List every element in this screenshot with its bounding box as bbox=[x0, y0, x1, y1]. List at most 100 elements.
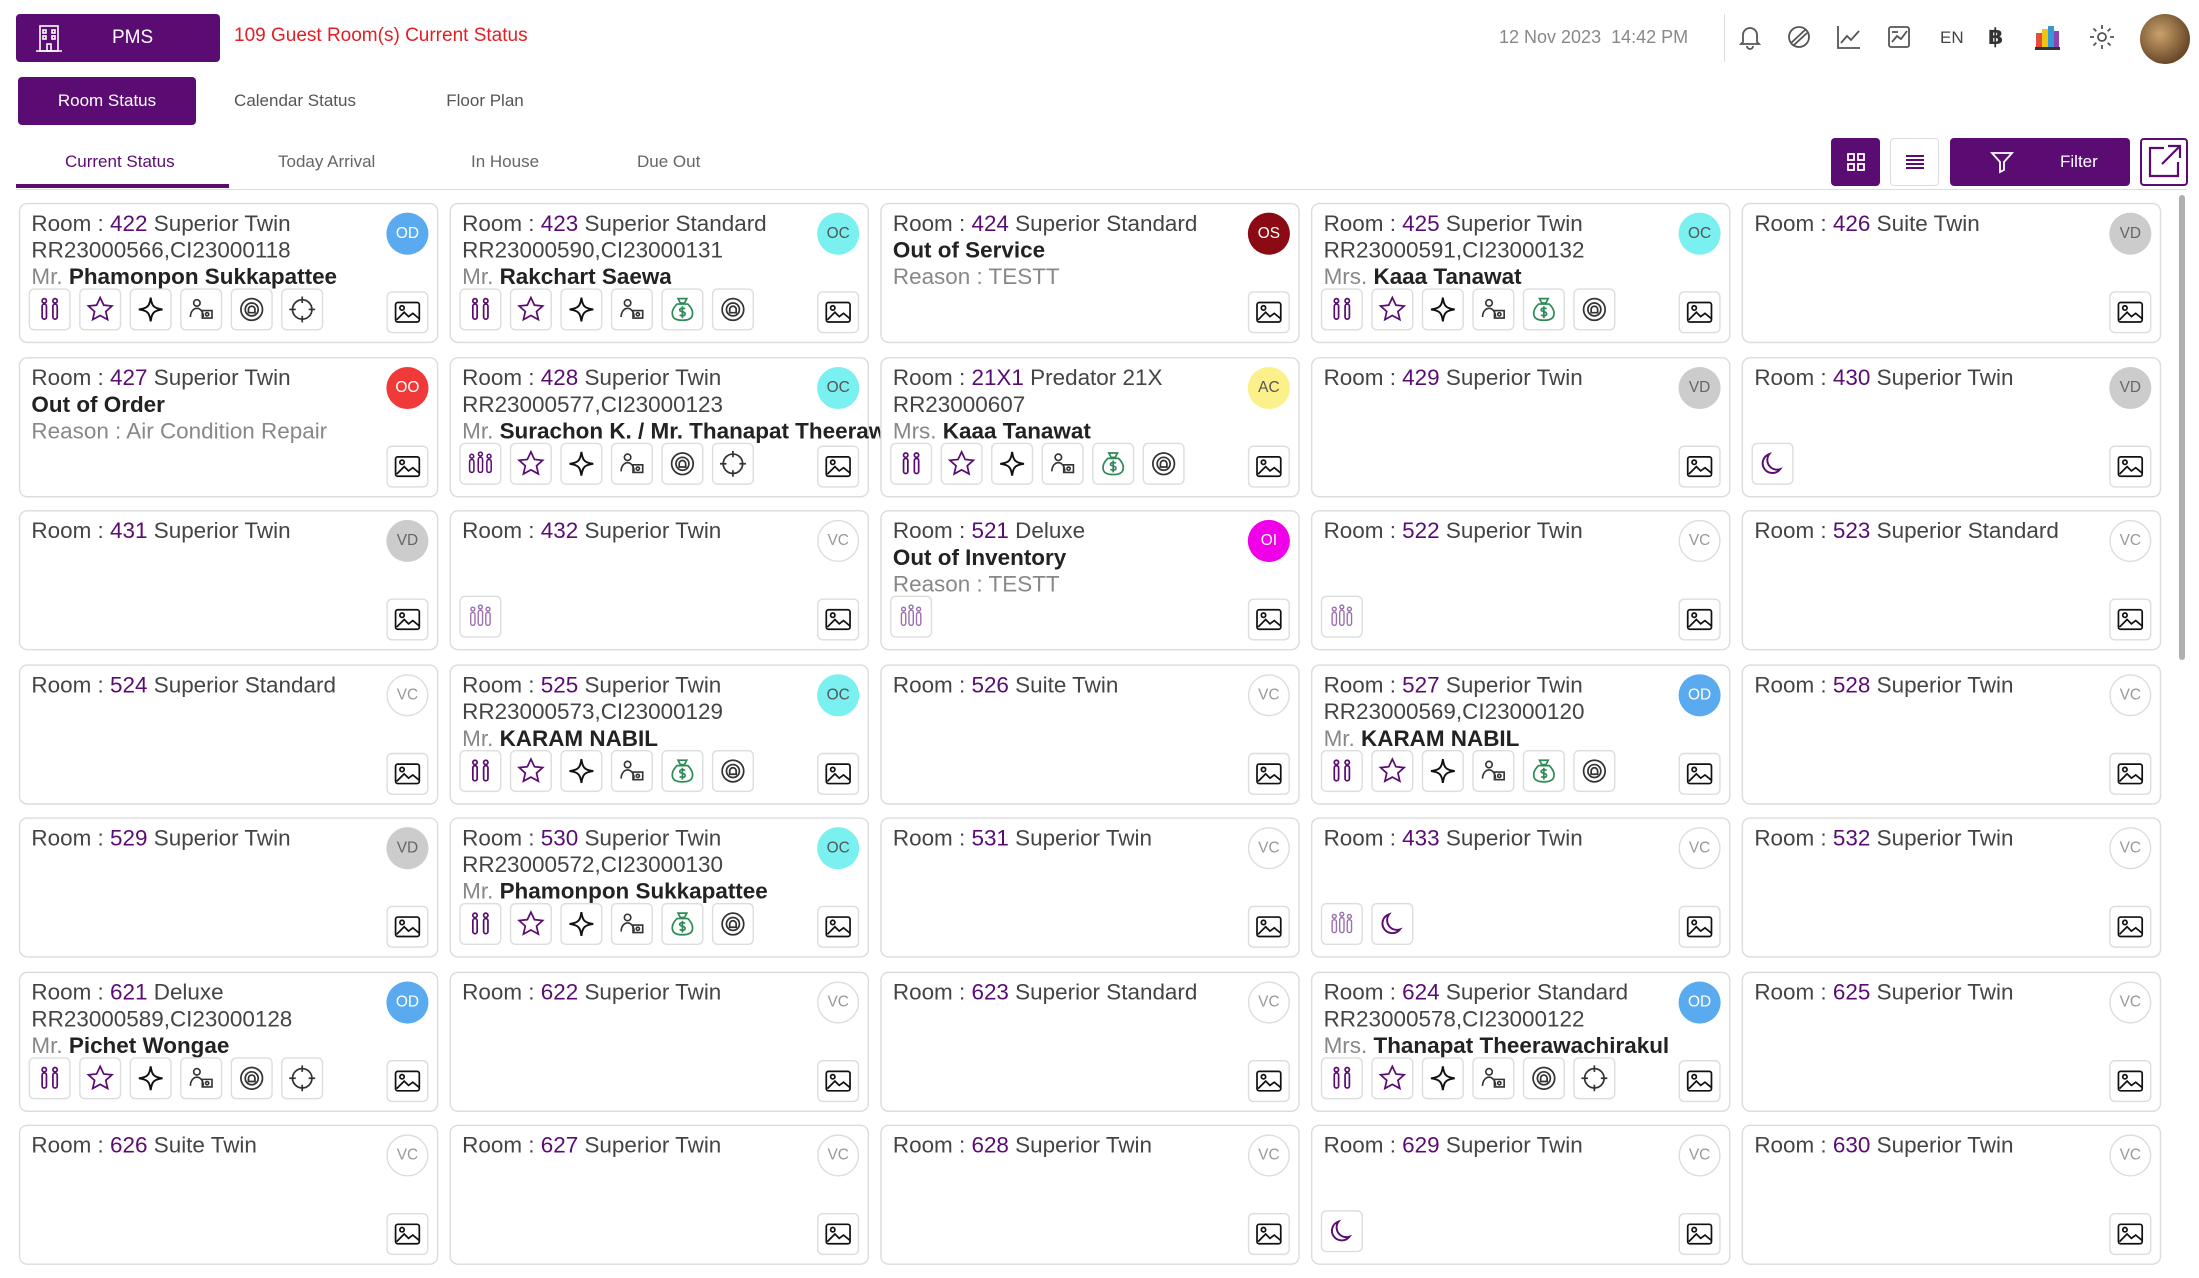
moon-icon[interactable] bbox=[1320, 1210, 1363, 1253]
room-card-428[interactable]: Room : 428 Superior Twin RR23000577,CI230… bbox=[449, 357, 944, 498]
room-image-icon[interactable] bbox=[2109, 1060, 2152, 1103]
room-status-badge[interactable]: VC bbox=[1678, 1134, 1721, 1177]
star-icon[interactable] bbox=[1371, 749, 1414, 793]
room-image-icon[interactable] bbox=[2109, 905, 2152, 948]
room-image-icon[interactable] bbox=[386, 752, 429, 795]
room-card-531[interactable]: Room : 531 Superior Twin VC bbox=[880, 817, 1300, 958]
room-status-badge[interactable]: VC bbox=[2109, 519, 2152, 562]
room-image-icon[interactable] bbox=[386, 445, 429, 488]
room-status-badge[interactable]: AC bbox=[1247, 366, 1290, 410]
room-status-badge[interactable]: VC bbox=[386, 1134, 429, 1177]
room-card-429[interactable]: Room : 429 Superior Twin VD bbox=[1310, 357, 1731, 498]
dnd-icon[interactable] bbox=[711, 902, 754, 946]
sparkle-icon[interactable] bbox=[991, 442, 1034, 485]
room-card-624[interactable]: Room : 624 Superior Standard RR23000578,C… bbox=[1310, 971, 1731, 1112]
housekeeping-icon[interactable] bbox=[1472, 288, 1515, 331]
room-status-badge[interactable]: VC bbox=[1247, 1134, 1290, 1177]
dnd-icon[interactable] bbox=[711, 749, 754, 793]
housekeeping-icon[interactable] bbox=[610, 749, 653, 793]
guests-icon[interactable] bbox=[459, 902, 502, 946]
room-image-icon[interactable] bbox=[2109, 1212, 2152, 1256]
subtab-today-arrival[interactable]: Today Arrival bbox=[278, 152, 376, 171]
star-icon[interactable] bbox=[79, 1057, 122, 1100]
filter-button[interactable]: Filter bbox=[1950, 138, 2130, 186]
room-image-icon[interactable] bbox=[1678, 445, 1721, 488]
subtab-due-out[interactable]: Due Out bbox=[637, 152, 701, 171]
room-status-badge[interactable]: VD bbox=[2109, 212, 2152, 255]
room-image-icon[interactable] bbox=[2109, 752, 2152, 795]
room-card-625[interactable]: Room : 625 Superior Twin VC bbox=[1741, 971, 2162, 1112]
moon-icon[interactable] bbox=[1371, 902, 1414, 946]
dnd-icon[interactable] bbox=[1573, 749, 1616, 793]
room-image-icon[interactable] bbox=[817, 598, 860, 641]
housekeeping-icon[interactable] bbox=[610, 442, 653, 485]
tab-calendar-status[interactable]: Calendar Status bbox=[234, 91, 356, 110]
sparkle-icon[interactable] bbox=[1421, 1057, 1464, 1100]
room-status-badge[interactable]: VC bbox=[1247, 981, 1290, 1024]
dnd-icon[interactable] bbox=[1142, 442, 1185, 485]
room-status-badge[interactable]: OC bbox=[817, 674, 860, 717]
currency-button[interactable]: ฿ bbox=[1988, 24, 2004, 49]
family-light-icon[interactable] bbox=[1320, 595, 1363, 638]
room-image-icon[interactable] bbox=[1678, 752, 1721, 795]
room-card-623[interactable]: Room : 623 Superior Standard VC bbox=[880, 971, 1300, 1112]
room-image-icon[interactable] bbox=[817, 752, 860, 795]
money-icon[interactable] bbox=[1522, 749, 1565, 793]
room-card-628[interactable]: Room : 628 Superior Twin VC bbox=[880, 1124, 1300, 1265]
room-image-icon[interactable] bbox=[817, 905, 860, 948]
target-icon[interactable] bbox=[281, 1057, 324, 1100]
moon-icon[interactable] bbox=[1751, 442, 1794, 485]
housekeeping-icon[interactable] bbox=[180, 1057, 223, 1100]
room-image-icon[interactable] bbox=[2109, 598, 2152, 641]
room-card-529[interactable]: Room : 529 Superior Twin VD bbox=[18, 817, 439, 958]
room-card-525[interactable]: Room : 525 Superior Twin RR23000573,CI230… bbox=[449, 664, 870, 805]
room-image-icon[interactable] bbox=[2109, 445, 2152, 488]
guests-icon[interactable] bbox=[459, 288, 502, 331]
room-card-422[interactable]: Room : 422 Superior Twin RR23000566,CI230… bbox=[18, 202, 439, 344]
language-selector[interactable]: EN bbox=[1940, 28, 1964, 47]
guests-icon[interactable] bbox=[1320, 749, 1363, 793]
room-status-badge[interactable]: VC bbox=[817, 981, 860, 1024]
dnd-icon[interactable] bbox=[230, 288, 273, 331]
money-icon[interactable] bbox=[661, 749, 704, 793]
room-card-622[interactable]: Room : 622 Superior Twin VC bbox=[449, 971, 870, 1112]
sparkle-icon[interactable] bbox=[1421, 749, 1464, 793]
color-palette-icon[interactable] bbox=[2032, 22, 2062, 52]
open-external-button[interactable] bbox=[2140, 138, 2188, 186]
family-light-icon[interactable] bbox=[890, 595, 933, 638]
scrollbar-thumb[interactable] bbox=[2179, 195, 2185, 660]
star-icon[interactable] bbox=[509, 902, 552, 946]
room-card-627[interactable]: Room : 627 Superior Twin VC bbox=[449, 1124, 870, 1265]
room-status-badge[interactable]: OC bbox=[817, 827, 860, 870]
room-image-icon[interactable] bbox=[817, 291, 860, 334]
guests-icon[interactable] bbox=[1320, 288, 1363, 331]
room-card-530[interactable]: Room : 530 Superior Twin RR23000572,CI230… bbox=[449, 817, 870, 958]
star-icon[interactable] bbox=[1371, 1057, 1414, 1100]
housekeeping-icon[interactable] bbox=[1472, 749, 1515, 793]
sparkle-icon[interactable] bbox=[560, 902, 603, 946]
room-status-badge[interactable]: OI bbox=[1247, 519, 1290, 562]
room-card-621[interactable]: Room : 621 Deluxe RR23000589,CI23000128 Mr… bbox=[18, 971, 439, 1112]
dnd-icon[interactable] bbox=[230, 1057, 273, 1100]
star-icon[interactable] bbox=[509, 749, 552, 793]
room-card-423[interactable]: Room : 423 Superior Standard RR23000590,C… bbox=[449, 202, 870, 344]
room-status-badge[interactable]: VC bbox=[2109, 981, 2152, 1024]
room-status-badge[interactable]: OS bbox=[1247, 212, 1290, 255]
room-image-icon[interactable] bbox=[1247, 291, 1290, 334]
guests-icon[interactable] bbox=[459, 749, 502, 793]
family-light-icon[interactable] bbox=[459, 595, 502, 638]
room-status-badge[interactable]: VC bbox=[2109, 827, 2152, 870]
room-status-badge[interactable]: VC bbox=[817, 519, 860, 562]
sparkle-icon[interactable] bbox=[560, 442, 603, 485]
housekeeping-icon[interactable] bbox=[1472, 1057, 1515, 1100]
room-card-21X1[interactable]: Room : 21X1 Predator 21X RR23000607 Mrs. K… bbox=[880, 357, 1300, 498]
room-image-icon[interactable] bbox=[386, 598, 429, 641]
dnd-icon[interactable] bbox=[1522, 1057, 1565, 1100]
room-status-badge[interactable]: VC bbox=[2109, 1134, 2152, 1177]
guests-icon[interactable] bbox=[1320, 1057, 1363, 1100]
dnd-icon[interactable] bbox=[711, 288, 754, 331]
room-image-icon[interactable] bbox=[1678, 598, 1721, 641]
room-status-badge[interactable]: OC bbox=[1678, 212, 1721, 255]
target-icon[interactable] bbox=[281, 288, 324, 331]
report-icon[interactable] bbox=[1884, 22, 1914, 52]
